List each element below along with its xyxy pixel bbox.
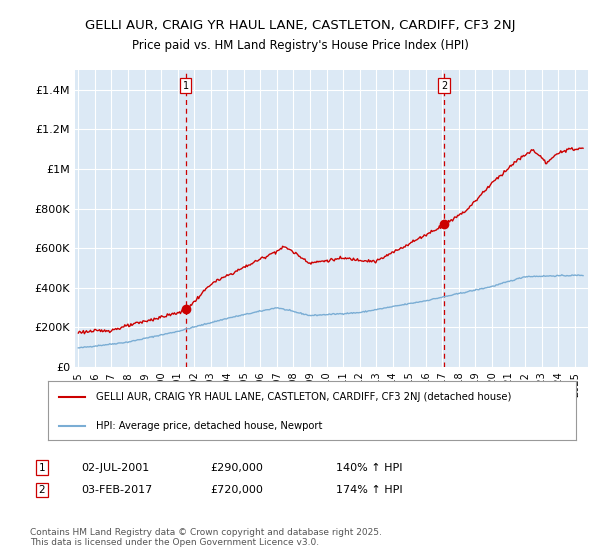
- Text: 2: 2: [441, 81, 447, 91]
- Text: HPI: Average price, detached house, Newport: HPI: Average price, detached house, Newp…: [95, 421, 322, 431]
- Text: 174% ↑ HPI: 174% ↑ HPI: [336, 485, 403, 495]
- Text: 03-FEB-2017: 03-FEB-2017: [81, 485, 152, 495]
- Text: GELLI AUR, CRAIG YR HAUL LANE, CASTLETON, CARDIFF, CF3 2NJ (detached house): GELLI AUR, CRAIG YR HAUL LANE, CASTLETON…: [95, 391, 511, 402]
- Text: Contains HM Land Registry data © Crown copyright and database right 2025.
This d: Contains HM Land Registry data © Crown c…: [30, 528, 382, 547]
- Text: £720,000: £720,000: [210, 485, 263, 495]
- Text: 1: 1: [183, 81, 189, 91]
- Text: £290,000: £290,000: [210, 463, 263, 473]
- Text: 1: 1: [38, 463, 46, 473]
- Text: Price paid vs. HM Land Registry's House Price Index (HPI): Price paid vs. HM Land Registry's House …: [131, 39, 469, 53]
- Text: GELLI AUR, CRAIG YR HAUL LANE, CASTLETON, CARDIFF, CF3 2NJ: GELLI AUR, CRAIG YR HAUL LANE, CASTLETON…: [85, 18, 515, 32]
- Text: 02-JUL-2001: 02-JUL-2001: [81, 463, 149, 473]
- Text: 140% ↑ HPI: 140% ↑ HPI: [336, 463, 403, 473]
- Text: 2: 2: [38, 485, 46, 495]
